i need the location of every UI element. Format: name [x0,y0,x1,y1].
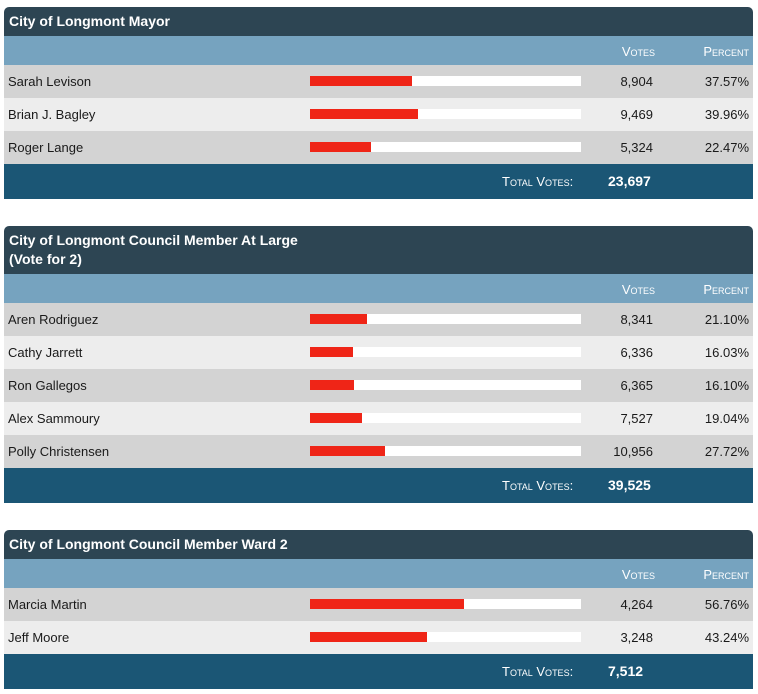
candidate-percent: 39.96% [704,107,749,122]
votes-column-header: Votes [621,282,655,297]
candidate-name: Cathy Jarrett [8,345,83,360]
total-votes-row: Total Votes: 7,512 [4,654,753,689]
race-block: City of Longmont Council Member Ward 2 Vo… [4,530,753,689]
race-title: City of Longmont Mayor [4,7,753,36]
percent-column-header: Percent [703,567,749,582]
candidate-name: Jeff Moore [8,630,70,645]
vote-share-bar [310,413,581,423]
race-title-line: City of Longmont Mayor [9,13,170,29]
vote-share-bar-fill [310,314,367,324]
race-title-line: City of Longmont Council Member At Large [9,232,298,248]
vote-share-bar-fill [310,446,385,456]
column-header-row: Votes Percent [4,559,753,588]
candidate-name: Alex Sammoury [8,411,100,426]
total-votes-value: 23,697 [608,173,651,189]
candidate-name: Sarah Levison [8,74,92,89]
candidate-percent: 19.04% [704,411,749,426]
vote-share-bar-fill [310,632,427,642]
total-votes-row: Total Votes: 39,525 [4,468,753,503]
vote-share-bar-fill [310,76,412,86]
candidate-percent: 27.72% [704,444,749,459]
race-title-line: (Vote for 2) [9,251,82,267]
votes-column-header: Votes [621,567,655,582]
vote-share-bar [310,142,581,152]
candidate-name: Aren Rodriguez [8,312,99,327]
race-block: City of Longmont Council Member At Large… [4,226,753,503]
candidate-votes: 4,264 [620,597,653,612]
total-votes-value: 7,512 [608,663,644,679]
candidate-percent: 22.47% [704,140,749,155]
candidate-name: Brian J. Bagley [8,107,96,122]
vote-share-bar [310,380,581,390]
candidate-name: Polly Christensen [8,444,110,459]
candidate-row: Sarah Levison 8,904 37.57% [4,65,753,98]
candidate-percent: 37.57% [704,74,749,89]
candidate-percent: 21.10% [704,312,749,327]
percent-column-header: Percent [703,282,749,297]
total-votes-value: 39,525 [608,477,651,493]
vote-share-bar-fill [310,347,353,357]
candidate-percent: 43.24% [704,630,749,645]
total-votes-label: Total Votes: [502,478,574,493]
candidate-votes: 9,469 [620,107,653,122]
votes-column-header: Votes [621,44,655,59]
race-block: City of Longmont Mayor Votes Percent Sarah … [4,7,753,199]
candidate-name: Ron Gallegos [8,378,87,393]
percent-column-header: Percent [703,44,749,59]
candidate-row: Ron Gallegos 6,365 16.10% [4,369,753,402]
column-header-row: Votes Percent [4,36,753,65]
vote-share-bar [310,347,581,357]
vote-share-bar [310,109,581,119]
total-votes-label: Total Votes: [502,664,574,679]
candidate-votes: 5,324 [620,140,653,155]
vote-share-bar [310,76,581,86]
vote-share-bar [310,632,581,642]
candidate-row: Marcia Martin 4,264 56.76% [4,588,753,621]
candidate-percent: 16.03% [704,345,749,360]
candidate-name: Marcia Martin [8,597,87,612]
vote-share-bar-fill [310,599,464,609]
candidate-row: Cathy Jarrett 6,336 16.03% [4,336,753,369]
candidate-row: Polly Christensen 10,956 27.72% [4,435,753,468]
candidate-name: Roger Lange [8,140,84,155]
column-header-row: Votes Percent [4,274,753,303]
candidate-votes: 6,365 [620,378,653,393]
vote-share-bar-fill [310,109,418,119]
candidate-row: Alex Sammoury 7,527 19.04% [4,402,753,435]
candidate-votes: 3,248 [620,630,653,645]
vote-share-bar-fill [310,380,354,390]
candidate-votes: 7,527 [620,411,653,426]
total-votes-row: Total Votes: 23,697 [4,164,753,199]
candidate-row: Jeff Moore 3,248 43.24% [4,621,753,654]
race-title: City of Longmont Council Member At Large… [4,226,753,274]
candidate-percent: 56.76% [704,597,749,612]
candidate-row: Roger Lange 5,324 22.47% [4,131,753,164]
vote-share-bar-fill [310,142,371,152]
candidate-votes: 8,904 [620,74,653,89]
race-title: City of Longmont Council Member Ward 2 [4,530,753,559]
total-votes-label: Total Votes: [502,174,574,189]
vote-share-bar [310,314,581,324]
candidate-percent: 16.10% [704,378,749,393]
race-title-line: City of Longmont Council Member Ward 2 [9,536,288,552]
vote-share-bar-fill [310,413,362,423]
candidate-votes: 10,956 [613,444,653,459]
vote-share-bar [310,446,581,456]
vote-share-bar [310,599,581,609]
candidate-row: Brian J. Bagley 9,469 39.96% [4,98,753,131]
candidate-votes: 6,336 [620,345,653,360]
candidate-votes: 8,341 [620,312,653,327]
candidate-row: Aren Rodriguez 8,341 21.10% [4,303,753,336]
